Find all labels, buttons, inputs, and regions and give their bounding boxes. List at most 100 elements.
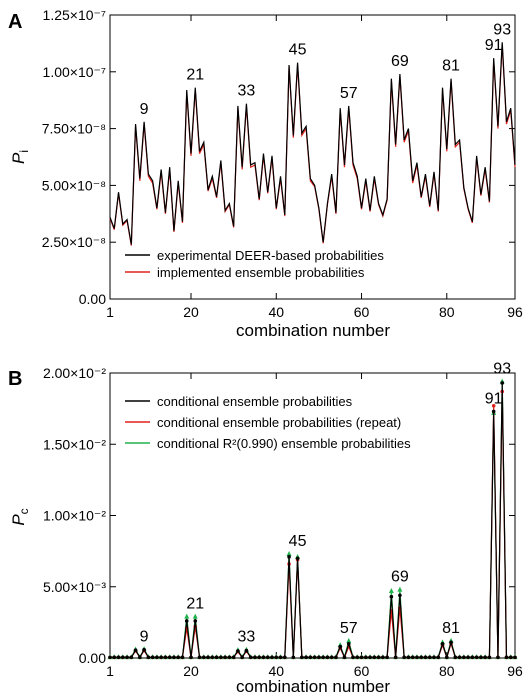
x-tick-label-40: 40 [268,663,284,679]
point-marker [398,593,402,598]
peak-label-69: 69 [391,569,409,586]
point-marker [176,655,181,660]
peak-label-69: 69 [391,53,409,70]
point-marker [236,649,240,653]
point-marker [184,613,190,619]
y-tick-label-0: 0.00 [79,650,106,666]
panel-b-series [107,378,518,660]
panel-a-legend: experimental DEER-based probabilities im… [125,248,384,280]
point-marker [513,655,517,660]
point-marker [419,655,424,660]
point-marker [270,655,274,660]
point-marker [415,655,419,660]
point-marker [108,655,112,660]
point-marker [496,655,500,660]
panel-a-legend-label-implemented: implemented ensemble probabilities [157,265,365,280]
series-line-repeat [110,391,515,660]
point-marker [393,655,398,660]
peak-label-21: 21 [186,596,204,613]
point-marker [312,655,317,660]
peak-label-93: 93 [493,361,511,378]
point-marker [402,655,406,660]
point-marker [372,655,377,660]
point-marker [146,655,151,660]
x-tick-label-60: 60 [354,663,370,679]
series-markers-repeat [108,389,517,660]
point-marker [227,655,232,660]
point-marker [189,655,193,660]
point-marker [184,619,189,623]
point-marker [295,556,300,561]
y-tick-label-4: 2.00×10⁻² [43,365,106,381]
peak-label-33: 33 [238,83,256,100]
panel-b: B 1 20 40 60 80 96 0.00 5.00×10⁻³ 1.00×10⁻² 1.50×… [8,361,523,696]
panel-b-y-axis-title: Pc [9,508,31,525]
point-marker [462,655,466,660]
point-marker [172,655,176,660]
peak-label-81: 81 [442,58,460,75]
point-marker [432,655,436,660]
panel-a-y-axis-title: Pi [9,150,31,164]
panel-b-legend: conditional ensemble probabilities condi… [125,394,411,451]
point-marker [359,655,364,660]
point-marker [282,655,287,660]
point-marker [368,655,372,660]
x-tick-label-20: 20 [183,304,199,320]
series-markers-conditional [108,381,517,660]
point-marker [274,655,279,660]
point-marker [155,655,159,660]
y-tick-label-1: 2.50×10⁻⁸ [42,234,106,250]
panel-a-legend-label-experimental: experimental DEER-based probabilities [157,248,384,263]
point-marker [223,655,227,660]
point-marker [338,644,343,649]
point-marker [231,655,236,660]
point-marker [423,655,428,660]
point-marker [291,655,296,660]
peak-label-91: 91 [485,390,503,407]
point-marker [308,655,313,660]
point-marker [491,403,496,408]
point-marker [125,655,129,660]
point-marker [163,655,168,660]
peak-label-93: 93 [493,21,511,38]
point-marker [427,655,432,660]
point-marker [363,655,368,660]
x-tick-label-40: 40 [268,304,284,320]
y-tick-label-2: 1.00×10⁻² [43,508,106,524]
point-marker [355,655,360,660]
point-marker [351,655,355,660]
point-marker [201,655,206,660]
point-marker [508,655,513,660]
point-marker [487,655,492,660]
point-marker [500,381,505,385]
x-tick-label-60: 60 [354,304,370,320]
point-marker [265,655,270,660]
point-marker [466,655,470,660]
series-line-implemented [109,44,516,246]
point-marker [219,655,223,660]
point-marker [325,655,330,660]
point-marker [321,655,325,660]
point-marker [193,619,198,623]
panel-b-y-axis-symbol: P [9,514,28,526]
point-marker [167,655,172,660]
panel-a-x-axis-title: combination number [236,321,390,340]
point-marker [329,655,334,660]
peak-label-81: 81 [442,620,460,637]
point-marker [286,550,292,556]
panel-b-letter: B [8,368,22,390]
point-marker [116,655,121,660]
point-marker [244,648,249,653]
point-marker [389,594,394,599]
point-marker [388,588,394,594]
x-tick-label-80: 80 [439,663,455,679]
point-marker [180,655,185,660]
y-tick-label-0: 0.00 [79,291,106,307]
x-tick-label-1: 1 [106,663,114,679]
y-tick-label-5: 1.25×10⁻⁷ [43,7,106,23]
x-tick-label-1: 1 [106,304,114,320]
point-marker [112,655,117,660]
point-marker [334,655,338,660]
panel-b-ticks: 1 20 40 60 80 96 0.00 5.00×10⁻³ 1.00×10⁻² 1.50×10… [43,365,523,679]
